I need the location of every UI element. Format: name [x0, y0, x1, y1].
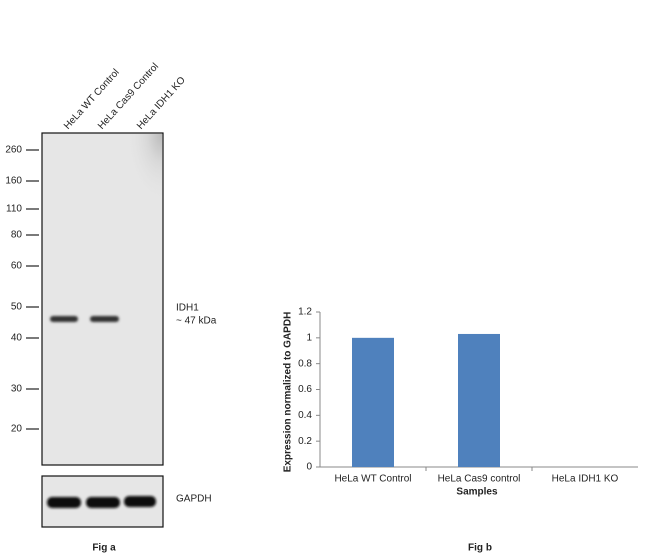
x-tick-label: HeLa IDH1 KO [552, 474, 619, 485]
marker-label: 50 [11, 302, 23, 313]
marker-label: 20 [11, 424, 23, 435]
target-label: IDH1 [176, 303, 199, 314]
band [90, 316, 119, 322]
x-tick-label: HeLa WT Control [334, 474, 411, 485]
band [50, 316, 78, 322]
caption: Fig a [92, 543, 116, 554]
blot-smudge [125, 134, 162, 204]
band [86, 497, 120, 508]
y-axis-title: Expression normalized to GAPDH [283, 312, 294, 473]
marker-label: 110 [6, 204, 22, 215]
y-tick-label: 0.2 [298, 436, 312, 447]
loading-control-label: GAPDH [176, 494, 212, 505]
bar [458, 333, 500, 467]
caption: Fig b [468, 543, 492, 554]
y-tick-label: 1.2 [298, 307, 312, 318]
band [124, 496, 156, 507]
y-tick-label: 0 [306, 462, 312, 473]
y-tick-label: 0.8 [298, 358, 312, 369]
y-tick-label: 0.4 [298, 410, 312, 421]
bands [47, 316, 156, 508]
y-tick-label: 0.6 [298, 384, 312, 395]
marker-label: 160 [5, 176, 22, 187]
x-tick-label: HeLa Cas9 control [438, 474, 521, 485]
marker-label: 80 [11, 230, 23, 241]
band [47, 497, 81, 508]
marker-label: 30 [11, 384, 23, 395]
y-tick-label: 1 [306, 332, 312, 343]
marker-label: 260 [5, 145, 22, 156]
marker-label: 60 [11, 261, 23, 272]
target-size: ~ 47 kDa [176, 316, 217, 327]
x-axis-title: Samples [456, 487, 498, 498]
marker-label: 40 [11, 333, 23, 344]
bar [352, 337, 394, 467]
